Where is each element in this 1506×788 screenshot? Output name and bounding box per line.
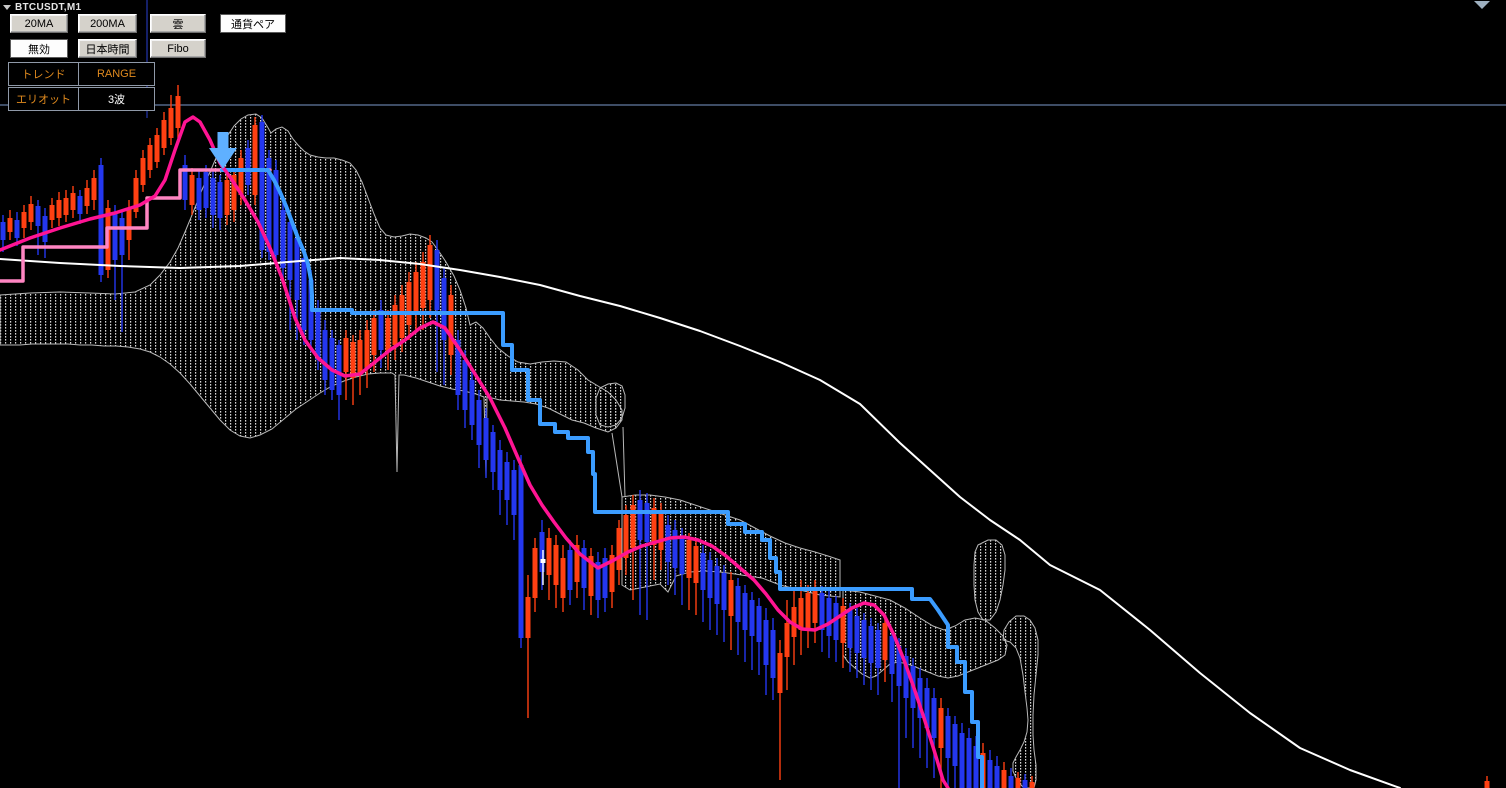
ma20-line [0, 115, 950, 788]
candlesticks [0, 85, 1490, 788]
status-panel: トレンド RANGE エリオット 3波 [8, 62, 155, 111]
chart-shift-marker-icon[interactable] [1474, 1, 1490, 9]
disable-button[interactable]: 無効 [10, 39, 68, 58]
blue-step-line [220, 168, 984, 788]
pink-step-line [0, 168, 272, 283]
trend-row: トレンド RANGE [8, 62, 155, 86]
top-separator-line [0, 104, 1506, 106]
trend-value: RANGE [96, 68, 137, 80]
ichimoku-cloud [0, 113, 1039, 788]
trend-label: トレンド [9, 63, 79, 85]
elliott-value: 3波 [107, 94, 126, 106]
symbol-label-group[interactable]: BTCUSDT,M1 [3, 2, 81, 13]
japan-time-button[interactable]: 日本時間 [78, 39, 137, 58]
ma20-toggle-button[interactable]: 20MA [10, 14, 68, 33]
fibo-button[interactable]: Fibo [150, 39, 206, 58]
elliott-label: エリオット [9, 88, 79, 110]
cloud-toggle-button[interactable]: 雲 [150, 14, 206, 33]
elliott-row: エリオット 3波 [8, 87, 155, 111]
symbol-label: BTCUSDT,M1 [15, 2, 82, 13]
ma200-line [0, 257, 1401, 788]
ma200-toggle-button[interactable]: 200MA [78, 14, 137, 33]
currency-pair-button[interactable]: 通貨ペア [220, 14, 286, 33]
chevron-down-icon [3, 5, 11, 10]
sell-arrow-icon [209, 132, 237, 169]
